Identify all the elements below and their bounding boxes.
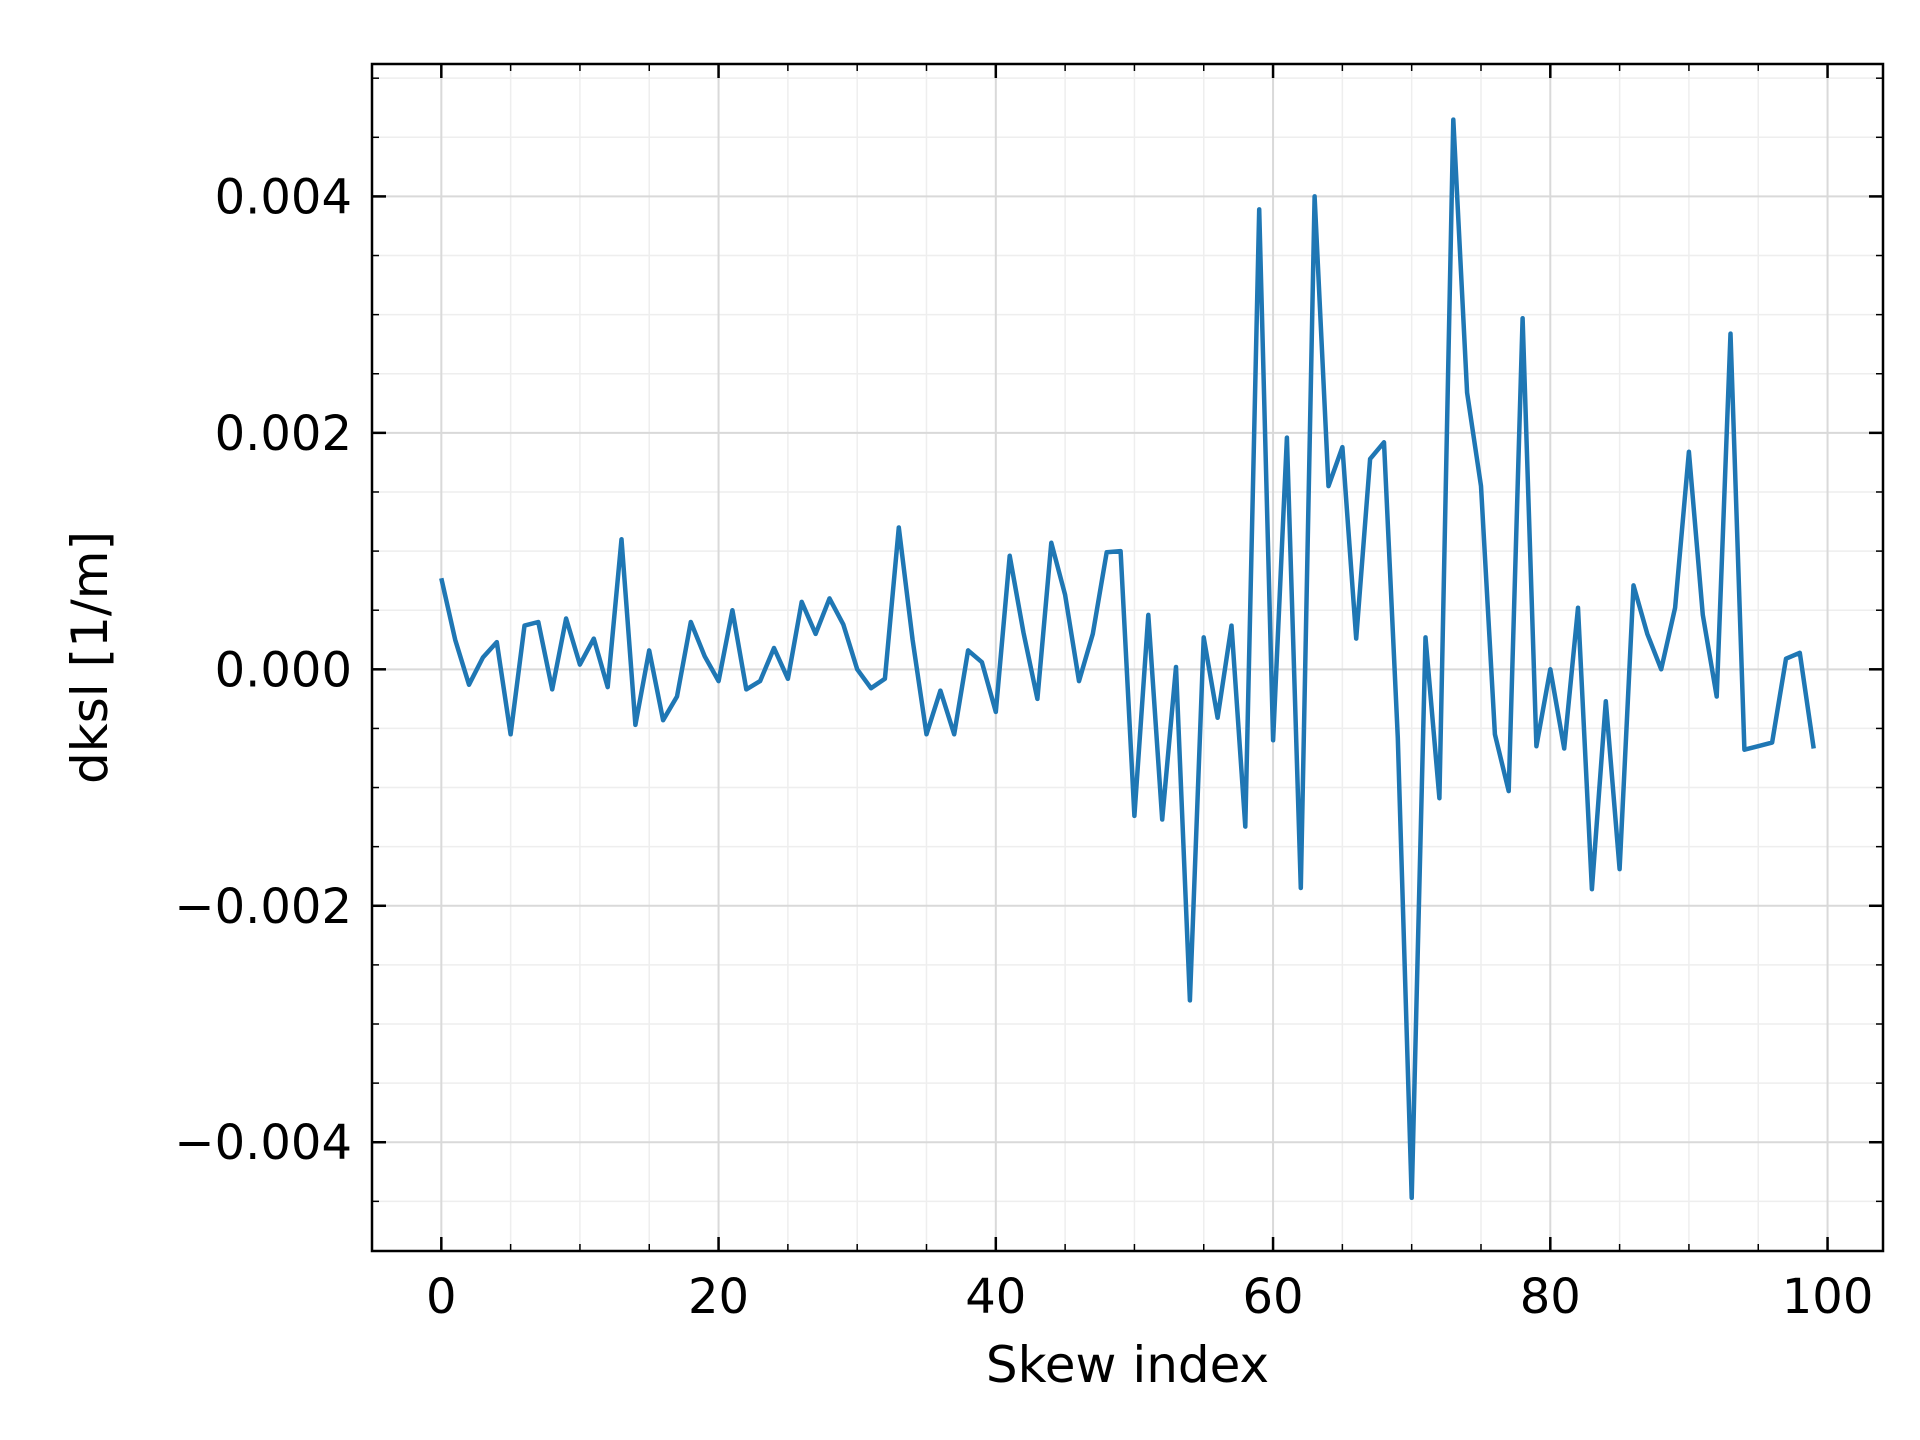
series-line	[439, 117, 1816, 1201]
y-tick-label: 0.000	[215, 642, 352, 698]
x-axis-label: Skew index	[986, 1336, 1269, 1394]
y-tick-labels: −0.004 −0.002 0.000 0.002 0.004	[174, 169, 352, 1171]
x-tick-label: 80	[1520, 1269, 1581, 1325]
x-tick-label: 100	[1782, 1269, 1874, 1325]
y-tick-label: −0.004	[174, 1115, 352, 1171]
x-tick-label: 0	[426, 1269, 457, 1325]
x-tick-labels: 0 20 40 60 80 100	[426, 1269, 1873, 1325]
x-tick-label: 60	[1243, 1269, 1304, 1325]
x-tick-label: 20	[688, 1269, 749, 1325]
y-axis-label: dksl [1/m]	[61, 531, 119, 784]
y-tick-label: 0.004	[215, 169, 352, 225]
y-tick-label: −0.002	[174, 879, 352, 935]
axis-ticks	[371, 64, 1883, 1251]
x-tick-label: 40	[965, 1269, 1026, 1325]
y-tick-label: 0.002	[215, 406, 352, 462]
plot-frame	[370, 62, 1885, 1253]
series-group	[439, 117, 1816, 1201]
